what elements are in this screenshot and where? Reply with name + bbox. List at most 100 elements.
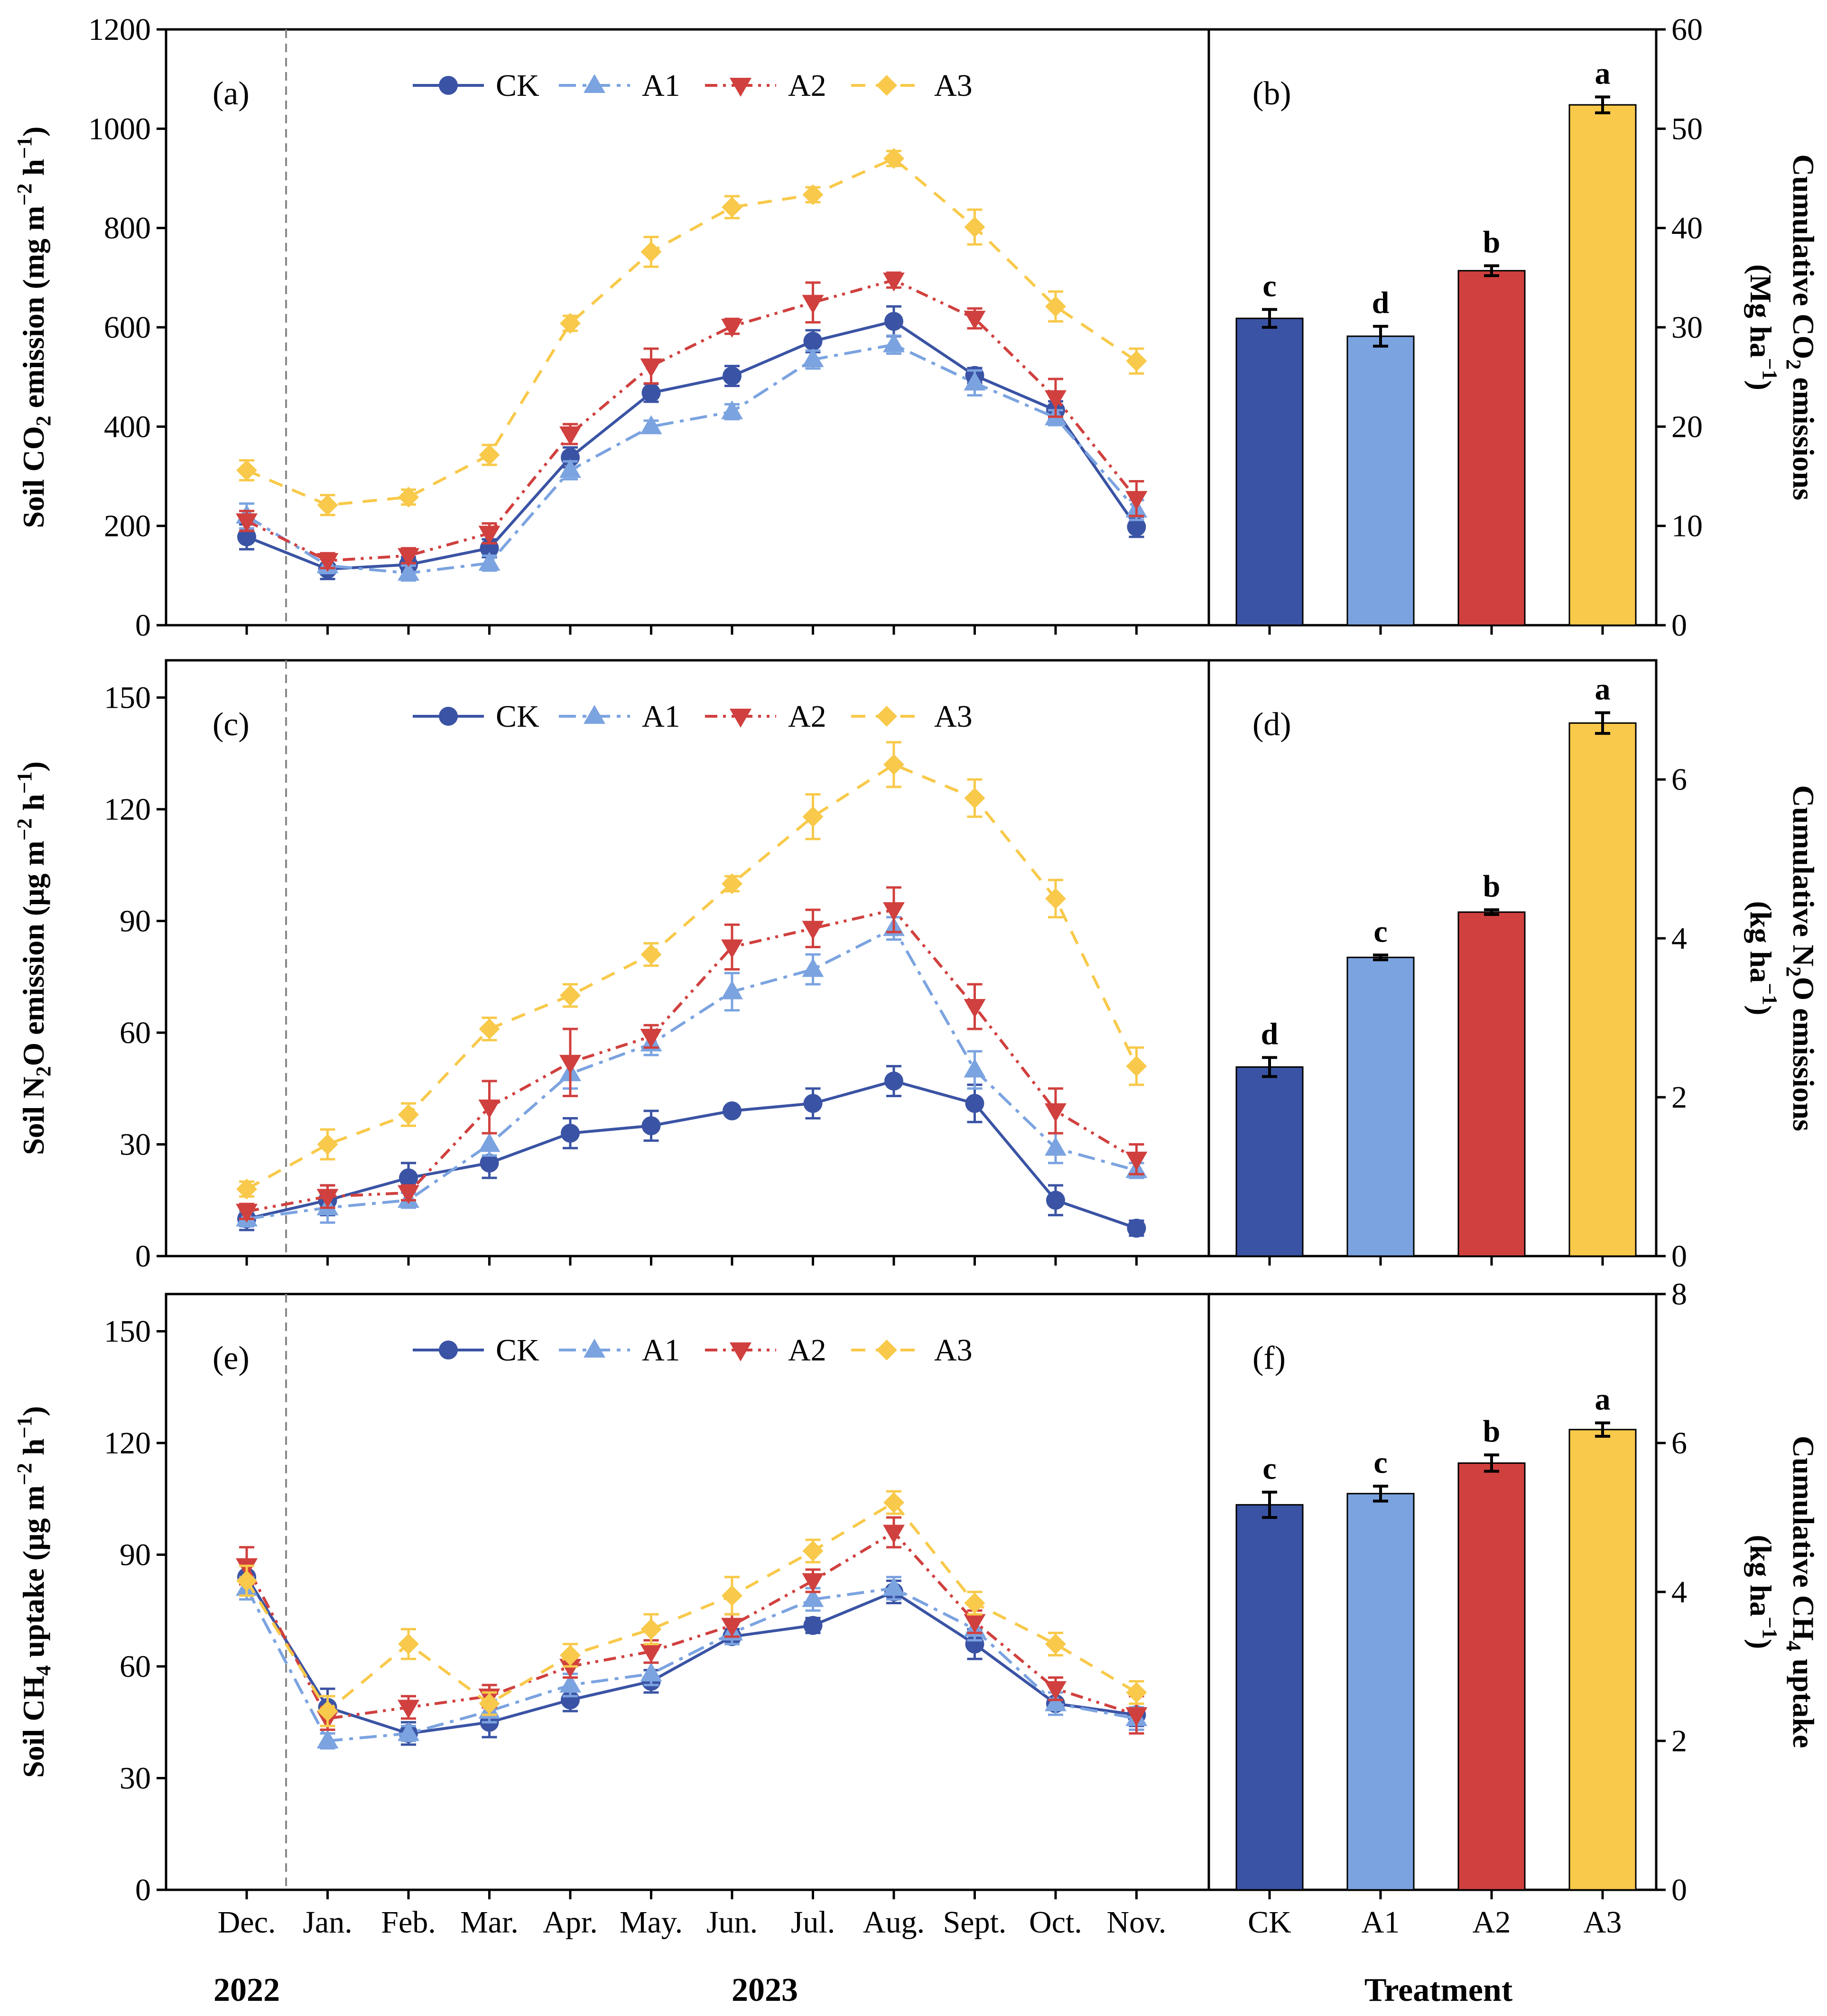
data-point-ck xyxy=(1127,1219,1146,1238)
data-point-a2 xyxy=(964,999,986,1018)
y-axis-title-line2: (kg ha−1) xyxy=(1744,1535,1781,1649)
data-point-ck xyxy=(803,1616,823,1635)
bar-ck xyxy=(1235,317,1304,626)
data-point-a2 xyxy=(640,1644,662,1663)
data-point-a1 xyxy=(721,980,743,999)
data-point-a3 xyxy=(1126,1055,1147,1077)
legend-marker-a1 xyxy=(584,74,605,93)
data-point-a1 xyxy=(559,459,581,478)
data-point-a3 xyxy=(640,944,662,965)
bar-a1 xyxy=(1346,335,1415,626)
data-point-a1 xyxy=(478,1133,501,1152)
data-point-a3 xyxy=(398,486,419,508)
data-point-a2 xyxy=(478,526,501,545)
y-tick-label: 120 xyxy=(104,792,151,827)
series-line-ck xyxy=(246,320,1138,571)
series-line-a3 xyxy=(246,763,1138,1191)
data-point-ck xyxy=(965,1094,984,1113)
data-point-ck xyxy=(803,332,823,351)
data-point-a2 xyxy=(883,272,905,292)
y-tick-label: 0 xyxy=(1671,1873,1687,1907)
legend-label-a3: A3 xyxy=(934,1333,973,1368)
bar-ck xyxy=(1235,1504,1304,1891)
y-tick-label: 10 xyxy=(1671,509,1703,544)
plot-frame xyxy=(1207,659,1658,1258)
legend-marker-a2 xyxy=(730,78,751,97)
panel-label: (e) xyxy=(213,1340,250,1377)
data-point-ck xyxy=(1046,1191,1065,1210)
year-label-2022: 2022 xyxy=(213,1972,280,2008)
legend-label-a3: A3 xyxy=(934,699,973,734)
data-point-a3 xyxy=(479,444,500,465)
data-point-a3 xyxy=(802,806,824,827)
legend-marker-a1 xyxy=(584,1339,605,1358)
data-point-a2 xyxy=(316,553,339,572)
data-point-a3 xyxy=(640,1618,662,1640)
data-point-ck xyxy=(723,366,742,386)
data-point-a3 xyxy=(883,148,904,169)
data-point-a3 xyxy=(398,1633,419,1655)
data-point-a2 xyxy=(964,1614,986,1633)
data-point-a1 xyxy=(316,1729,339,1748)
data-point-a3 xyxy=(1045,1633,1066,1655)
significance-letter: a xyxy=(1595,1382,1611,1417)
data-point-a1 xyxy=(964,371,986,391)
y-tick-label: 120 xyxy=(104,1426,151,1461)
data-point-a3 xyxy=(1126,1682,1147,1703)
data-point-ck xyxy=(884,1072,903,1091)
y-tick-label: 90 xyxy=(120,904,151,939)
data-point-ck xyxy=(399,1168,418,1188)
x-tick-label: May. xyxy=(620,1905,683,1940)
data-point-ck xyxy=(641,1116,661,1136)
bar-a3 xyxy=(1568,722,1637,1257)
series-line-ck xyxy=(246,1080,1137,1230)
panel-b-cumulative-co2-chart: 0 10 20 30 40 50 60 c d b a (b) Cumulative CO2 emiss… xyxy=(1207,12,1820,643)
y-tick-label: 30 xyxy=(120,1128,151,1162)
data-point-a3 xyxy=(640,241,662,262)
data-point-a3 xyxy=(722,196,742,218)
data-point-a2 xyxy=(883,1525,905,1544)
significance-letter: d xyxy=(1261,1017,1279,1051)
data-point-a3 xyxy=(560,1645,581,1666)
data-point-a1 xyxy=(802,958,824,977)
data-point-a2 xyxy=(802,1573,824,1592)
data-point-a2 xyxy=(1125,491,1148,510)
series-line-a2 xyxy=(246,908,1138,1213)
significance-letter: c xyxy=(1262,1452,1276,1486)
data-point-a3 xyxy=(883,754,904,775)
data-point-a3 xyxy=(883,1492,904,1513)
data-point-a2 xyxy=(398,548,419,567)
panel-d-cumulative-n2o-chart: 0 2 4 6 d c b a (d) Cumulative N2O emissions(kg h… xyxy=(1207,659,1820,1274)
data-point-ck xyxy=(1127,517,1146,536)
data-point-a3 xyxy=(1126,351,1147,372)
data-point-a3 xyxy=(964,1592,985,1614)
series-line-a1 xyxy=(245,1587,1137,1742)
panel-label: (d) xyxy=(1252,706,1291,743)
y-tick-label: 50 xyxy=(1671,111,1703,146)
year-label-2023: 2023 xyxy=(732,1972,798,2008)
data-point-a3 xyxy=(317,1134,338,1155)
data-point-a1 xyxy=(1045,1137,1067,1156)
data-point-ck xyxy=(237,527,256,546)
legend-marker-ck xyxy=(439,1341,458,1359)
legend-label-a1: A1 xyxy=(642,1333,680,1368)
data-point-a1 xyxy=(398,562,419,581)
legend-label-a3: A3 xyxy=(934,68,973,103)
data-point-a3 xyxy=(236,1178,257,1200)
y-tick-label: 30 xyxy=(1671,310,1703,345)
y-tick-label: 150 xyxy=(104,681,151,715)
data-point-a3 xyxy=(479,1018,500,1040)
bar-a2 xyxy=(1457,911,1526,1257)
x-tick-label: Mar. xyxy=(460,1905,519,1940)
data-point-a3 xyxy=(560,985,581,1006)
y-tick-label: 2 xyxy=(1671,1724,1687,1758)
legend-label-a1: A1 xyxy=(642,699,680,734)
data-point-a2 xyxy=(236,1203,258,1223)
y-axis-title: Soil CO2 emission (mg m−2 h−1) xyxy=(13,127,55,528)
panel-e-ch4-uptake-chart: 0 30 60 90 120 150 Dec. Jan. Feb. Mar. Apr. May. Jun… xyxy=(13,1293,1210,1940)
data-point-a3 xyxy=(722,873,742,894)
y-tick-label: 600 xyxy=(104,310,151,345)
y-axis-title-line1: Cumulative CO2 emissions xyxy=(1782,154,1820,500)
data-point-a2 xyxy=(398,1700,419,1719)
x-tick-label: CK xyxy=(1248,1905,1291,1940)
